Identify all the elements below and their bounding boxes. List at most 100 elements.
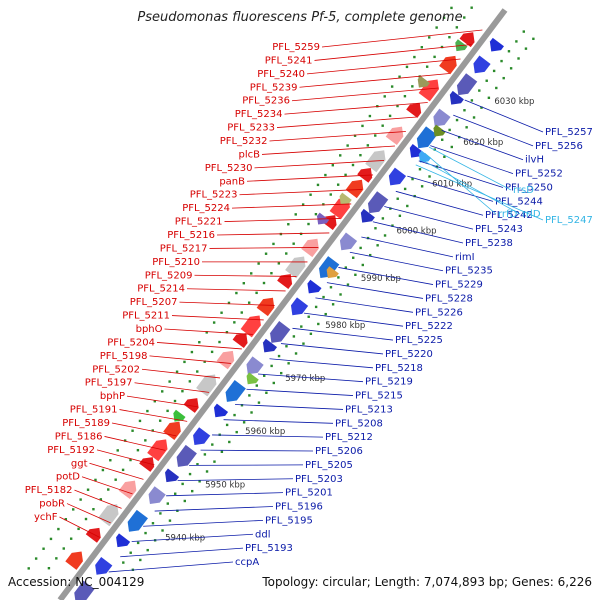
reverse-gene-block[interactable] xyxy=(303,279,322,298)
reverse-gene-block[interactable] xyxy=(357,208,375,227)
reverse-gene-label[interactable]: PFL_5219 xyxy=(365,377,413,388)
forward-gene-block[interactable] xyxy=(345,176,368,199)
forward-gene-label[interactable]: PFL_5224 xyxy=(182,203,230,214)
forward-gene-label[interactable]: PFL_5192 xyxy=(47,445,95,456)
forward-gene-label[interactable]: PFL_5186 xyxy=(55,431,103,442)
reverse-gene-block[interactable] xyxy=(259,338,278,357)
reverse-gene-block[interactable] xyxy=(221,380,246,406)
forward-gene-block[interactable] xyxy=(216,347,239,370)
forward-gene-block[interactable] xyxy=(232,329,252,349)
reverse-gene-label[interactable]: PFL_5242 xyxy=(485,210,533,221)
reverse-gene-block[interactable] xyxy=(266,321,291,347)
reverse-gene-label[interactable]: PFL_5226 xyxy=(415,307,463,318)
reverse-gene-label[interactable]: PFL_5206 xyxy=(315,446,363,457)
forward-gene-block[interactable] xyxy=(139,453,158,472)
forward-gene-label[interactable]: ggt xyxy=(71,458,88,469)
reverse-gene-label[interactable]: PFL_5212 xyxy=(325,432,373,443)
forward-gene-label[interactable]: PFL_5239 xyxy=(250,82,298,93)
forward-gene-block[interactable] xyxy=(459,28,479,48)
forward-gene-label[interactable]: bphP xyxy=(100,391,125,402)
forward-gene-label[interactable]: PFL_5241 xyxy=(265,55,313,66)
forward-gene-block[interactable] xyxy=(385,122,408,146)
forward-gene-block[interactable] xyxy=(256,294,279,317)
reverse-gene-label[interactable]: PFL_5203 xyxy=(295,474,343,485)
reverse-gene-label[interactable]: ilvH xyxy=(525,155,544,166)
forward-gene-label[interactable]: PFL_5182 xyxy=(25,485,73,496)
forward-gene-label[interactable]: ychF xyxy=(34,512,58,523)
forward-gene-block[interactable] xyxy=(196,370,221,397)
reverse-gene-block[interactable] xyxy=(429,108,451,131)
reverse-gene-block[interactable] xyxy=(91,557,113,579)
reverse-gene-label[interactable]: PFL_5205 xyxy=(305,460,353,471)
reverse-gene-label[interactable]: PFL_5201 xyxy=(285,488,333,499)
reverse-gene-label[interactable]: PFL_5195 xyxy=(265,515,313,526)
reverse-gene-label[interactable]: PFL_5256 xyxy=(535,141,583,152)
forward-gene-label[interactable]: PFL_5230 xyxy=(205,163,253,174)
forward-gene-label[interactable]: PFL_5232 xyxy=(220,136,268,147)
reverse-gene-label[interactable]: PFL_5235 xyxy=(445,266,493,277)
reverse-gene-label[interactable]: PFL_5243 xyxy=(475,224,523,235)
forward-gene-label[interactable]: PFL_5240 xyxy=(257,69,305,80)
rna-gene-label[interactable]: PFL_5247 xyxy=(545,215,593,226)
forward-gene-label[interactable]: PFL_5236 xyxy=(242,96,290,107)
forward-gene-label[interactable]: PFL_5204 xyxy=(107,337,155,348)
forward-gene-label[interactable]: PFL_5189 xyxy=(62,418,110,429)
reverse-gene-block[interactable] xyxy=(469,55,491,78)
forward-gene-block[interactable] xyxy=(98,500,123,527)
gene-block[interactable] xyxy=(170,409,186,425)
reverse-gene-block[interactable] xyxy=(446,90,464,109)
forward-gene-block[interactable] xyxy=(406,99,425,118)
reverse-gene-block[interactable] xyxy=(453,73,478,99)
forward-gene-block[interactable] xyxy=(301,235,323,258)
forward-gene-label[interactable]: PFL_5207 xyxy=(130,297,178,308)
forward-gene-label[interactable]: PFL_5217 xyxy=(160,243,208,254)
reverse-gene-label[interactable]: PFL_5257 xyxy=(545,127,593,138)
forward-gene-block[interactable] xyxy=(277,270,296,290)
reverse-gene-block[interactable] xyxy=(70,580,95,600)
forward-gene-label[interactable]: plcB xyxy=(239,149,261,160)
reverse-gene-label[interactable]: PFL_5193 xyxy=(245,543,293,554)
rna-gene-label[interactable]: rrlD xyxy=(522,209,541,220)
forward-gene-label[interactable]: PFL_5191 xyxy=(70,405,118,416)
forward-gene-label[interactable]: PFL_5209 xyxy=(145,270,193,281)
reverse-gene-block[interactable] xyxy=(144,486,166,508)
reverse-gene-block[interactable] xyxy=(242,356,264,378)
forward-gene-block[interactable] xyxy=(85,524,105,543)
reverse-gene-label[interactable]: PFL_5196 xyxy=(275,502,323,513)
reverse-gene-label[interactable]: PFL_5213 xyxy=(345,404,393,415)
forward-gene-block[interactable] xyxy=(118,476,141,500)
gene-block[interactable] xyxy=(323,266,339,281)
reverse-gene-label[interactable]: PFL_5228 xyxy=(425,293,473,304)
forward-gene-label[interactable]: panB xyxy=(219,176,245,187)
reverse-gene-label[interactable]: PFL_5252 xyxy=(515,169,563,180)
gene-block[interactable] xyxy=(336,192,352,208)
forward-gene-label[interactable]: PFL_5234 xyxy=(235,109,283,120)
forward-gene-label[interactable]: PFL_5216 xyxy=(167,230,215,241)
reverse-gene-block[interactable] xyxy=(172,444,197,471)
reverse-gene-block[interactable] xyxy=(413,126,438,152)
forward-gene-label[interactable]: pobR xyxy=(39,499,65,510)
reverse-gene-label[interactable]: PFL_5218 xyxy=(375,363,423,374)
reverse-gene-block[interactable] xyxy=(385,167,407,190)
reverse-gene-block[interactable] xyxy=(486,37,504,56)
gene-block[interactable] xyxy=(430,124,446,140)
reverse-gene-label[interactable]: ddl xyxy=(255,529,270,540)
forward-gene-label[interactable]: PFL_5233 xyxy=(227,123,275,134)
reverse-gene-label[interactable]: PFL_5220 xyxy=(385,349,433,360)
rna-gene-label[interactable]: rrfD xyxy=(498,209,518,220)
forward-gene-label[interactable]: PFL_5259 xyxy=(272,42,320,53)
forward-gene-label[interactable]: bphO xyxy=(136,324,163,335)
gene-block[interactable] xyxy=(414,75,430,91)
reverse-gene-block[interactable] xyxy=(123,509,148,536)
reverse-gene-block[interactable] xyxy=(364,191,389,217)
forward-gene-block[interactable] xyxy=(147,435,172,462)
reverse-gene-block[interactable] xyxy=(210,403,229,422)
forward-gene-block[interactable] xyxy=(418,75,444,102)
reverse-gene-block[interactable] xyxy=(112,533,131,551)
forward-gene-label[interactable]: PFL_5202 xyxy=(92,364,140,375)
reverse-gene-label[interactable]: PFL_5244 xyxy=(495,196,543,207)
reverse-gene-label[interactable]: PFL_5208 xyxy=(335,418,383,429)
reverse-gene-block[interactable] xyxy=(161,468,180,487)
reverse-gene-label[interactable]: PFL_5250 xyxy=(505,182,553,193)
reverse-gene-label[interactable]: PFL_5222 xyxy=(405,321,453,332)
